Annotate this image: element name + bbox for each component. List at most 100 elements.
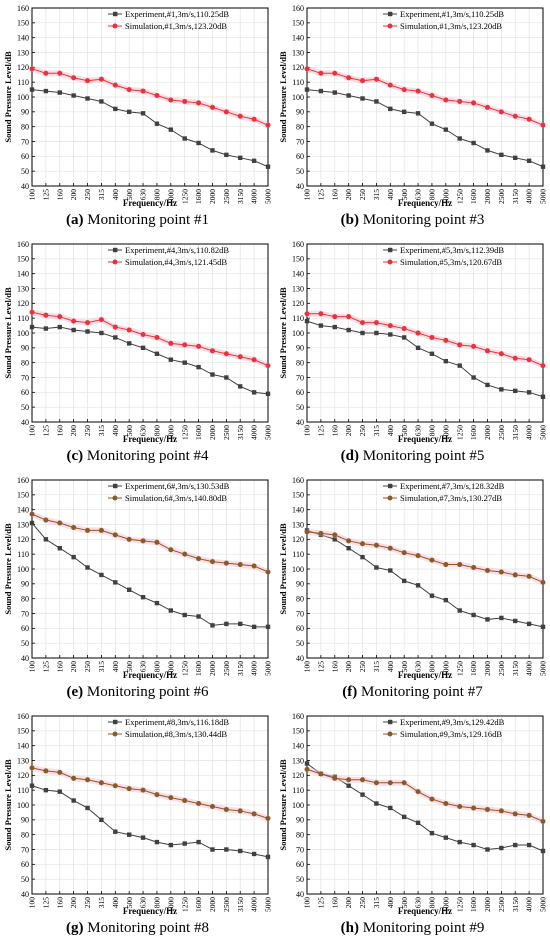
- data-point: [457, 342, 463, 348]
- legend-label: Experiment,#5,3m/s,112.39dB: [400, 245, 504, 255]
- x-tick-label: 800: [428, 189, 437, 201]
- x-tick-label: 5000: [539, 189, 548, 204]
- data-point: [388, 568, 393, 573]
- data-point: [415, 330, 421, 336]
- data-point: [484, 348, 490, 354]
- data-point: [251, 357, 257, 363]
- x-tick-label: 1250: [455, 189, 464, 204]
- x-tick-label: 2000: [483, 661, 492, 676]
- x-tick-label: 315: [97, 425, 106, 437]
- data-point: [346, 538, 352, 544]
- x-tick-label: 160: [55, 661, 64, 673]
- y-tick-label: 150: [292, 19, 304, 28]
- data-point: [140, 88, 146, 94]
- y-tick-label: 70: [296, 845, 304, 854]
- x-tick-label: 125: [316, 425, 325, 437]
- y-tick-label: 160: [292, 712, 304, 721]
- data-point: [304, 761, 310, 766]
- x-axis-label: Frequency/Hz: [123, 906, 177, 916]
- x-tick-label: 5000: [539, 897, 548, 912]
- x-tick-label: 1000: [166, 897, 175, 912]
- panel-label: (e): [66, 684, 84, 700]
- data-point: [526, 842, 532, 848]
- x-tick-label: 100: [303, 661, 312, 673]
- x-tick-label: 500: [400, 189, 409, 201]
- x-tick-label: 500: [400, 425, 409, 437]
- y-tick-label: 40: [296, 890, 304, 899]
- data-point: [196, 556, 202, 562]
- data-point: [154, 539, 160, 545]
- y-tick-label: 150: [17, 727, 29, 736]
- chart-panel: 40 50 60 70 80 90 100 110 120 130 140 150 160 100 125 1…: [0, 708, 275, 944]
- data-point: [237, 354, 243, 360]
- data-point: [540, 848, 546, 854]
- y-tick-label: 90: [296, 344, 304, 353]
- x-tick-label: 200: [69, 897, 78, 909]
- x-tick-label: 125: [41, 425, 50, 437]
- x-tick-label: 3150: [511, 661, 520, 676]
- data-point: [443, 337, 449, 343]
- data-point: [318, 771, 324, 777]
- data-point: [429, 334, 435, 340]
- x-tick-label: 100: [303, 425, 312, 437]
- x-tick-label: 400: [386, 661, 395, 673]
- data-point: [182, 136, 187, 141]
- data-point: [154, 600, 160, 606]
- y-tick-label: 100: [292, 801, 304, 810]
- data-point: [388, 332, 393, 337]
- x-tick-label: 400: [386, 189, 395, 201]
- panel-label: (b): [340, 212, 359, 228]
- x-tick-label: 1250: [180, 425, 189, 440]
- y-tick-label: 50: [21, 639, 29, 648]
- y-tick-label: 70: [296, 137, 304, 146]
- y-tick-label: 90: [296, 816, 304, 825]
- x-tick-label: 2000: [208, 661, 217, 676]
- data-point: [196, 839, 201, 845]
- data-point: [251, 563, 257, 569]
- data-point: [526, 573, 532, 579]
- x-tick-label: 5000: [264, 189, 273, 204]
- data-point: [387, 780, 393, 786]
- y-axis-label: Sound Pressure Level/dB: [278, 759, 288, 851]
- data-point: [71, 775, 77, 781]
- x-tick-label: 200: [69, 661, 78, 673]
- data-point: [237, 113, 243, 119]
- y-tick-label: 150: [292, 727, 304, 736]
- legend-marker: [387, 259, 393, 265]
- y-tick-label: 100: [292, 93, 304, 102]
- panel-caption-text: Monitoring point #3: [362, 212, 485, 228]
- data-point: [388, 805, 393, 811]
- x-tick-label: 400: [386, 425, 395, 437]
- x-tick-label: 800: [428, 897, 437, 909]
- data-point: [540, 818, 546, 824]
- x-axis-label: Frequency/Hz: [123, 434, 177, 444]
- x-tick-label: 800: [153, 189, 162, 201]
- x-tick-label: 1600: [194, 425, 203, 440]
- data-point: [304, 318, 310, 324]
- x-tick-label: 315: [372, 661, 381, 673]
- data-point: [238, 384, 243, 389]
- x-tick-label: 250: [83, 189, 92, 201]
- chart-svg: 40 50 60 70 80 90 100 110 120 130 140 150 160 100 125 1…: [3, 476, 273, 680]
- data-point: [99, 817, 104, 823]
- data-point: [85, 565, 90, 570]
- data-point: [29, 511, 35, 517]
- data-point: [443, 835, 449, 840]
- y-tick-label: 140: [17, 505, 29, 514]
- x-tick-label: 315: [372, 897, 381, 909]
- data-point: [526, 812, 532, 818]
- data-point: [251, 158, 257, 163]
- y-tick-label: 80: [296, 122, 304, 131]
- data-point: [71, 554, 76, 560]
- data-point: [71, 524, 77, 530]
- data-point: [265, 815, 271, 821]
- y-tick-label: 130: [292, 520, 304, 529]
- data-point: [512, 355, 518, 361]
- data-point: [360, 320, 366, 326]
- data-point: [415, 820, 421, 825]
- data-point: [29, 66, 35, 72]
- x-tick-label: 1000: [441, 897, 450, 912]
- x-tick-label: 2500: [222, 425, 231, 440]
- data-point: [304, 66, 310, 72]
- data-point: [401, 550, 407, 556]
